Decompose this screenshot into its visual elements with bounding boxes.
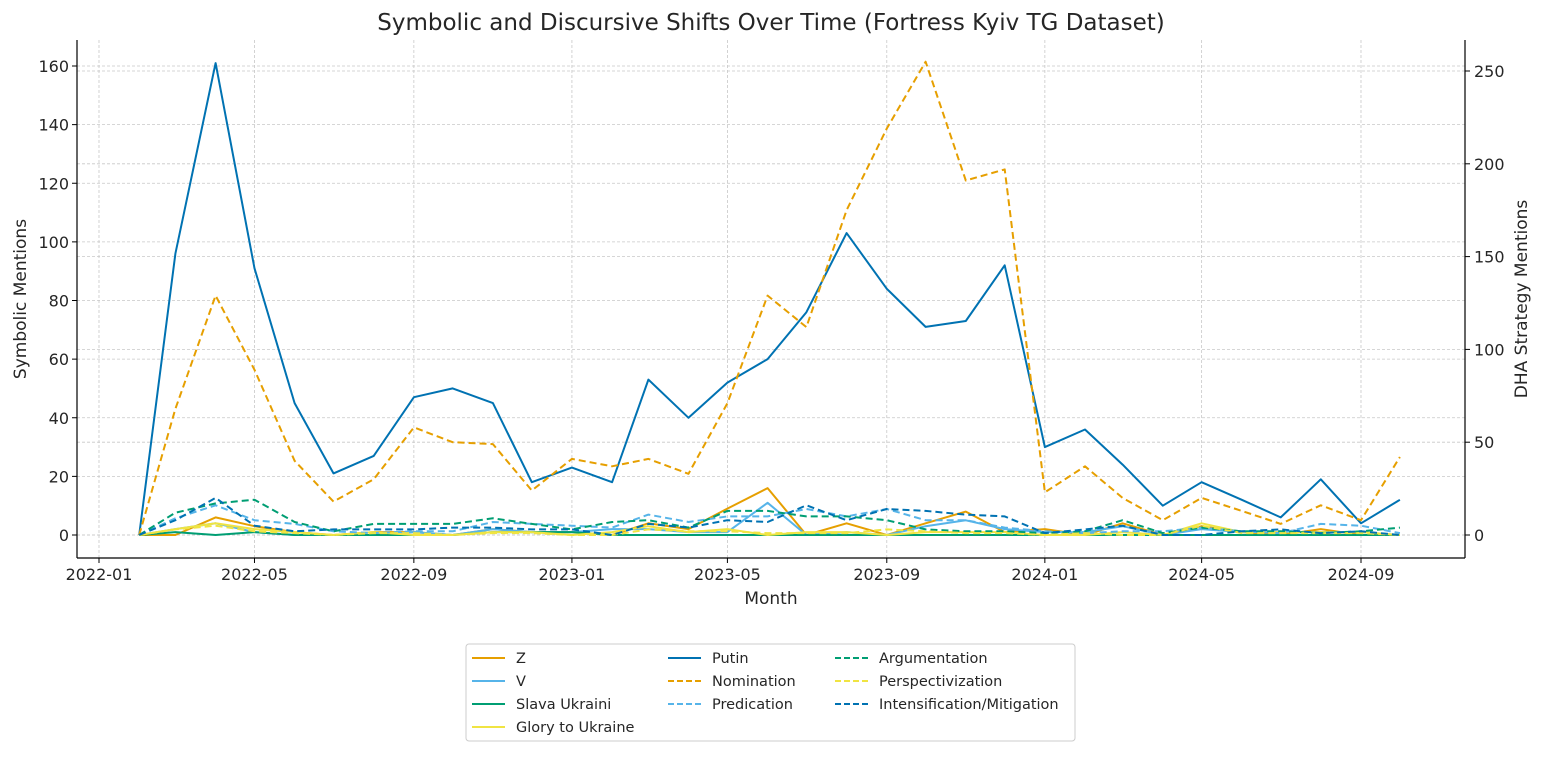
y2-tick-label: 200 (1474, 155, 1505, 174)
y2-tick-label: 50 (1474, 433, 1494, 452)
chart-title: Symbolic and Discursive Shifts Over Time… (377, 10, 1164, 36)
x-tick-label: 2024-09 (1328, 565, 1395, 584)
legend-label-z: Z (516, 651, 526, 667)
x-tick-label: 2024-01 (1011, 565, 1078, 584)
y2-tick-label: 150 (1474, 248, 1505, 267)
legend-label-nomination: Nomination (712, 674, 796, 690)
legend-box (465, 643, 1076, 742)
y-tick-label: 60 (49, 350, 69, 369)
y-tick-label: 80 (49, 292, 69, 311)
y2-tick-label: 100 (1474, 340, 1505, 359)
x-tick-label: 2022-01 (66, 565, 133, 584)
y-tick-label: 0 (59, 526, 69, 545)
y-tick-label: 20 (49, 467, 69, 486)
y-axis-label: Symbolic Mentions (11, 219, 31, 379)
y-tick-label: 100 (38, 233, 69, 252)
y2-tick-label: 250 (1474, 62, 1505, 81)
y2-tick-label: 0 (1474, 526, 1484, 545)
legend-label-glory-to-ukraine: Glory to Ukraine (516, 720, 635, 736)
x-tick-label: 2023-09 (853, 565, 920, 584)
y-tick-label: 120 (38, 174, 69, 193)
y-tick-label: 140 (38, 116, 69, 135)
x-axis-label: Month (744, 589, 797, 609)
series-group (138, 60, 1401, 536)
y2-axis-label: DHA Strategy Mentions (1512, 200, 1532, 399)
legend-label-predication: Predication (712, 697, 793, 713)
legend-label-v: V (516, 674, 526, 690)
y-tick-label: 40 (49, 409, 69, 428)
legend: ZV Slava Ukraini Glory to Ukraine Putin Nomi… (465, 643, 1076, 742)
x-tick-label: 2022-05 (221, 565, 288, 584)
series-line-putin (138, 62, 1401, 536)
series-line-perspectivization (139, 524, 1400, 536)
legend-label-argumentation: Argumentation (879, 651, 988, 667)
x-tick-label: 2023-01 (538, 565, 605, 584)
series-line-glory-to-ukraine (139, 522, 1400, 536)
series-line-intensification-mitigation (138, 496, 1400, 536)
legend-label-perspectivization: Perspectivization (879, 674, 1002, 690)
legend-label-putin: Putin (712, 651, 749, 667)
x-tick-label: 2023-05 (694, 565, 761, 584)
legend-label-slava-ukraini: Slava Ukraini (516, 697, 611, 713)
series-line-nomination (138, 60, 1401, 536)
axes (76, 40, 1466, 559)
series-line-predication (138, 504, 1401, 536)
y-tick-label: 160 (38, 57, 69, 76)
x-tick-label: 2022-09 (380, 565, 447, 584)
ticks: 2022-01 2022-05 2022-09 2023-01 2023-05 2023-… (38, 57, 1504, 584)
legend-label-intensification-mitigation: Intensification/Mitigation (879, 697, 1059, 713)
x-tick-label: 2024-05 (1168, 565, 1235, 584)
